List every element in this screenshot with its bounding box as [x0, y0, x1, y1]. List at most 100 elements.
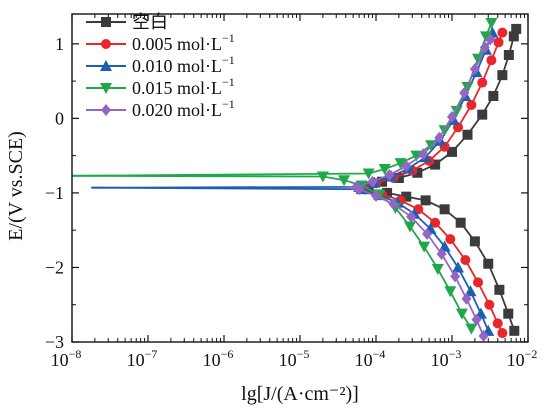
data-point: [497, 328, 508, 339]
data-point: [471, 313, 482, 326]
x-tick-label: 10−4: [355, 347, 386, 370]
legend-entry-0: 空白: [86, 12, 168, 32]
data-point: [460, 255, 471, 265]
data-point: [508, 31, 519, 42]
data-point: [452, 261, 465, 273]
legend: 空白0.005 mol·L−10.010 mol·L−10.015 mol·L−…: [86, 12, 235, 120]
data-point: [455, 308, 468, 320]
data-point: [434, 131, 445, 144]
data-point: [464, 285, 477, 297]
legend-marker: [100, 83, 112, 94]
data-point: [497, 27, 508, 38]
y-tick-label: −1: [45, 183, 64, 203]
cathodic-branch-line: [91, 186, 490, 332]
legend-marker: [101, 104, 111, 116]
legend-label: 0.005 mol·L−1: [132, 31, 235, 54]
data-point: [354, 183, 365, 196]
x-tick-label: 10−6: [203, 347, 234, 370]
data-point: [420, 195, 431, 206]
data-point: [486, 55, 497, 66]
data-point: [438, 125, 451, 137]
data-point: [382, 187, 393, 198]
legend-label-text: 0.010 mol·L: [132, 56, 222, 76]
data-point: [445, 234, 456, 245]
legend-entry-1: 0.005 mol·L−1: [86, 31, 235, 54]
data-point: [418, 148, 429, 161]
data-point: [430, 159, 441, 170]
data-point: [430, 217, 441, 228]
legend-entry-4: 0.020 mol·L−1: [86, 97, 235, 120]
y-tick-label: 0: [55, 108, 64, 128]
legend-entry-3: 0.015 mol·L−1: [86, 75, 235, 98]
legend-label-exponent: −1: [222, 53, 235, 67]
data-point: [484, 299, 495, 310]
data-point: [450, 105, 463, 117]
data-point: [394, 158, 407, 170]
legend-label-text: 空白: [132, 12, 168, 32]
x-tick-mantissa: 10: [355, 350, 373, 370]
data-point: [403, 221, 416, 233]
data-point: [450, 270, 461, 283]
series-group: [71, 17, 522, 343]
data-point: [483, 258, 494, 269]
data-point: [511, 23, 522, 34]
data-point: [479, 41, 490, 54]
data-point: [494, 284, 505, 295]
x-axis-title: lg[J/(A·cm⁻²)]: [241, 383, 359, 405]
y-tick-label: 1: [55, 34, 64, 54]
legend-marker: [101, 17, 111, 27]
x-tick-label: 10−7: [127, 347, 158, 370]
legend-marker: [100, 60, 112, 71]
y-tick-label: −2: [45, 257, 64, 277]
x-tick-exponent: −4: [373, 347, 386, 361]
data-point: [401, 160, 412, 173]
legend-label: 0.010 mol·L−1: [132, 53, 235, 76]
data-point: [384, 169, 395, 182]
data-point: [439, 204, 450, 215]
data-point: [422, 227, 433, 240]
x-tick-mantissa: 10: [507, 350, 525, 370]
data-point: [503, 50, 514, 60]
data-point: [455, 217, 466, 228]
legend-label-text: 0.015 mol·L: [132, 78, 222, 98]
legend-entry-2: 0.010 mol·L−1: [86, 53, 235, 76]
y-tick-label: −3: [45, 332, 64, 352]
data-point: [371, 189, 381, 202]
data-point: [316, 171, 329, 183]
legend-label: 空白: [132, 12, 168, 32]
series-4: [345, 33, 496, 343]
data-point: [362, 168, 375, 180]
data-point: [466, 99, 477, 110]
x-tick-exponent: −7: [145, 347, 158, 361]
legend-label-exponent: −1: [222, 97, 235, 111]
legend-label-exponent: −1: [222, 31, 235, 45]
x-tick-exponent: −5: [297, 347, 310, 361]
data-point: [401, 191, 412, 202]
data-point: [462, 129, 473, 140]
cathodic-branch-line: [71, 174, 473, 330]
data-point: [485, 33, 496, 46]
anodic-branch-line: [345, 38, 492, 189]
data-point: [469, 236, 480, 247]
data-point: [444, 286, 457, 298]
x-tick-mantissa: 10: [51, 350, 69, 370]
x-tick-exponent: −2: [525, 347, 538, 361]
x-tick-mantissa: 10: [203, 350, 221, 370]
data-point: [367, 175, 378, 188]
data-point: [469, 63, 480, 76]
x-tick-label: 10−3: [431, 347, 462, 370]
x-tick-exponent: −8: [69, 347, 82, 361]
x-tick-label: 10−8: [51, 347, 82, 370]
legend-label-text: 0.020 mol·L: [132, 100, 222, 120]
data-point: [497, 70, 508, 81]
data-point: [493, 37, 504, 48]
data-point: [488, 91, 499, 101]
data-point: [473, 277, 484, 288]
data-point: [388, 198, 399, 211]
data-point: [479, 31, 492, 43]
x-tick-label: 10−2: [507, 347, 538, 370]
data-point: [478, 330, 489, 343]
data-point: [436, 248, 447, 261]
data-point: [418, 241, 431, 253]
